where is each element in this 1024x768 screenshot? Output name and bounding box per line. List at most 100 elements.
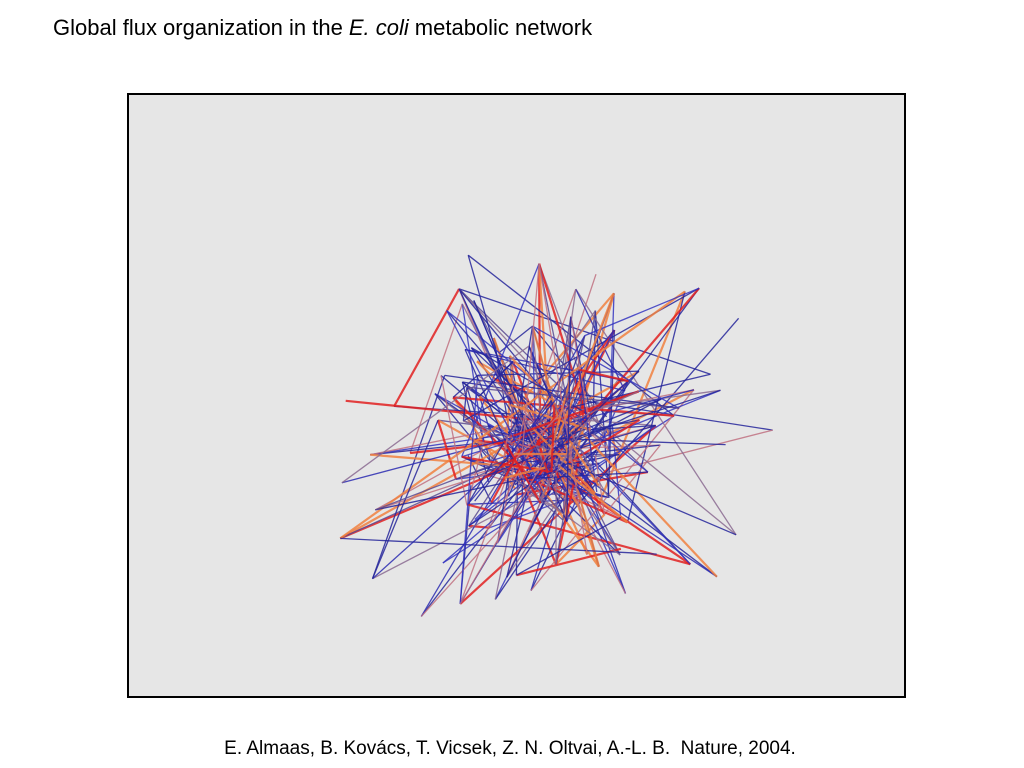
network-edge (531, 325, 600, 567)
network-edge (553, 403, 609, 498)
network-edge (462, 387, 468, 421)
network-edge (375, 462, 600, 511)
network-edge (436, 419, 458, 480)
network-edge (521, 412, 525, 416)
network-edge (557, 464, 629, 524)
network-edge (506, 492, 549, 578)
network-edge (575, 419, 584, 429)
network-edge (536, 388, 695, 472)
network-edge (516, 516, 622, 576)
network-edge (531, 482, 564, 514)
network-edge (393, 288, 461, 407)
network-edge (575, 390, 639, 421)
network-edge (538, 415, 592, 502)
network-edge (466, 386, 679, 409)
network-edge (566, 316, 572, 522)
network-edge (487, 427, 607, 476)
network-edge (570, 316, 592, 430)
network-edge (371, 419, 439, 579)
network-edge (538, 483, 600, 568)
network-edge (538, 263, 588, 555)
network-edge (467, 441, 484, 505)
network-edge (574, 389, 721, 439)
network-edge (375, 438, 561, 511)
network-edge (468, 482, 533, 527)
network-edge (440, 375, 468, 505)
network-edge (516, 471, 649, 496)
network-edge (473, 300, 568, 522)
network-edge (492, 377, 582, 474)
network-edge (461, 303, 484, 442)
network-edge (538, 263, 571, 414)
network-edge (467, 329, 615, 505)
network-edge (555, 466, 599, 507)
network-edge (446, 310, 543, 492)
network-edge (531, 462, 569, 483)
network-edge (503, 440, 542, 504)
network-edge (340, 537, 657, 555)
network-edge (568, 440, 600, 487)
network-figure (127, 93, 906, 698)
title: Global flux organization in the E. coli me… (53, 15, 598, 41)
network-edge (420, 463, 560, 617)
network-edge (409, 440, 512, 455)
network-edge (510, 403, 591, 431)
network-edge (497, 465, 621, 556)
network-edge (565, 317, 740, 520)
title-text: Global flux organization in the (53, 15, 343, 40)
network-edge (503, 434, 509, 460)
network-edge (372, 463, 595, 580)
network-edge (496, 414, 526, 544)
network-edge (452, 374, 479, 398)
network-edge (530, 450, 574, 591)
network-edge (538, 263, 588, 416)
network-edge (341, 345, 530, 484)
network-edge (567, 462, 737, 536)
network-edge (550, 404, 556, 473)
network-edge (508, 390, 640, 439)
network-edge (530, 518, 567, 591)
network-edge (541, 437, 726, 446)
network-edge (555, 289, 577, 428)
network-edge (579, 368, 629, 383)
caption: E. Almaas, B. Kovács, T. Vicsek, Z. N. O… (224, 738, 796, 759)
network-edge (531, 326, 537, 466)
network-edge (538, 263, 610, 451)
network-edge (458, 288, 711, 375)
network-edge (555, 292, 616, 441)
network-edge (531, 287, 700, 485)
network-edges (339, 254, 773, 617)
network-edge (603, 444, 661, 515)
network-edge (531, 326, 546, 468)
network-edge (459, 446, 553, 605)
network-edge (558, 466, 627, 594)
network-edge (459, 424, 657, 605)
network-edge (532, 325, 680, 409)
network-edge (626, 291, 686, 523)
network-edge (341, 389, 695, 484)
network-edge (515, 404, 570, 459)
network-edge (550, 449, 597, 486)
network-edge (479, 361, 514, 397)
network-edge (409, 303, 463, 454)
network-edge (533, 446, 547, 470)
network-edge (584, 287, 700, 337)
network-edge (490, 447, 522, 504)
network-edge (594, 455, 606, 515)
network-edge (468, 524, 490, 529)
figure-frame (127, 93, 906, 698)
network-edge (339, 290, 686, 540)
network-edge (607, 330, 616, 498)
network-edge (516, 547, 622, 577)
network-edge (370, 389, 695, 456)
network-edge (476, 360, 555, 406)
network-edge (521, 263, 540, 454)
network-edge (459, 375, 479, 604)
network-edge (468, 466, 508, 527)
network-edge (467, 254, 675, 417)
network-edge (458, 288, 649, 473)
title-text: metabolic network (414, 15, 593, 40)
network-edge (524, 471, 648, 480)
network-edge (556, 398, 662, 441)
